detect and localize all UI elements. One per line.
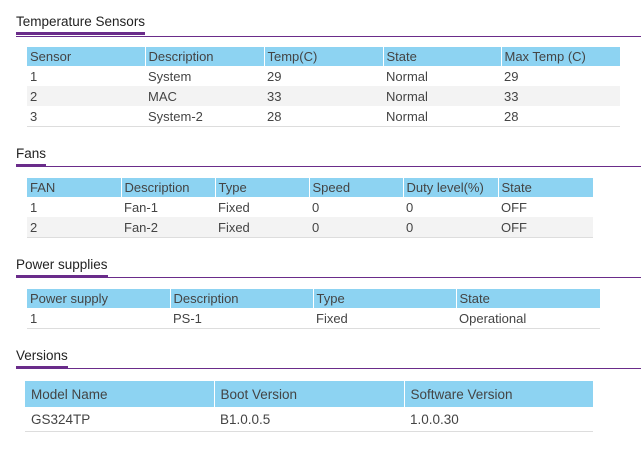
fans-header-cell: State [498, 178, 593, 197]
table-row: 2 Fan-2 Fixed 0 0 OFF [27, 217, 593, 238]
table-cell: 0 [403, 197, 498, 217]
versions-section-title: Versions [16, 348, 68, 369]
table-cell: Normal [383, 106, 501, 127]
table-cell: 33 [501, 86, 620, 106]
fans-header-cell: Description [121, 178, 216, 197]
table-cell: 1 [27, 66, 145, 86]
table-cell: 33 [264, 86, 383, 106]
versions-section: Versions [16, 348, 641, 369]
fans-header-cell: FAN [27, 178, 122, 197]
table-row: 1 Fan-1 Fixed 0 0 OFF [27, 197, 593, 217]
versions-header-cell: Model Name [25, 381, 215, 407]
versions-header-row: Model Name Boot Version Software Version [25, 381, 593, 407]
table-cell: 2 [27, 86, 145, 106]
table-cell: 0 [309, 217, 403, 238]
fans-section-divider [16, 166, 641, 167]
power-header-cell: Description [170, 289, 314, 308]
power-section-divider [16, 277, 641, 278]
fans-section-title: Fans [16, 146, 47, 167]
table-cell: 28 [501, 106, 620, 127]
temperature-header-cell: Sensor [27, 47, 146, 66]
temperature-header-row: Sensor Description Temp(C) State Max Tem… [27, 47, 620, 66]
table-cell: Operational [456, 308, 600, 329]
temperature-header-cell: Temp(C) [264, 47, 384, 66]
fans-header-row: FAN Description Type Speed Duty level(%)… [27, 178, 593, 197]
table-cell: 29 [264, 66, 383, 86]
table-cell: 28 [264, 106, 383, 127]
temperature-section-divider [16, 36, 641, 37]
table-cell: 2 [27, 217, 121, 238]
fans-header-cell: Speed [309, 178, 404, 197]
table-cell: 1 [27, 308, 170, 329]
table-cell: Fan-1 [121, 197, 215, 217]
power-section-title: Power supplies [16, 257, 108, 278]
power-header-row: Power supply Description Type State [27, 289, 600, 308]
table-row: 3 System-2 28 Normal 28 [27, 106, 620, 127]
table-row: 2 MAC 33 Normal 33 [27, 86, 620, 106]
table-cell: System-2 [145, 106, 264, 127]
table-cell: GS324TP [25, 407, 214, 432]
table-row: 1 PS-1 Fixed Operational [27, 308, 600, 329]
table-cell: B1.0.0.5 [214, 407, 404, 432]
temperature-header-cell: Description [145, 47, 265, 66]
table-cell: 1.0.0.30 [404, 407, 593, 432]
table-cell: 0 [309, 197, 403, 217]
table-cell: Fixed [313, 308, 456, 329]
table-cell: 1 [27, 197, 121, 217]
table-cell: OFF [498, 197, 593, 217]
table-cell: OFF [498, 217, 593, 238]
power-header-cell: Power supply [27, 289, 171, 308]
versions-header-cell: Boot Version [214, 381, 405, 407]
versions-header-cell: Software Version [404, 381, 593, 407]
table-cell: System [145, 66, 264, 86]
table-cell: Normal [383, 66, 501, 86]
temperature-header-cell: Max Temp (C) [501, 47, 620, 66]
temperature-section: Temperature Sensors [16, 14, 641, 37]
power-header-cell: State [456, 289, 600, 308]
fans-header-cell: Type [215, 178, 310, 197]
power-header-cell: Type [313, 289, 457, 308]
table-cell: MAC [145, 86, 264, 106]
table-row: 1 System 29 Normal 29 [27, 66, 620, 86]
power-section: Power supplies [16, 257, 641, 278]
table-cell: Fan-2 [121, 217, 215, 238]
fans-section: Fans [16, 146, 641, 167]
temperature-section-title: Temperature Sensors [16, 14, 146, 35]
table-cell: PS-1 [170, 308, 313, 329]
fans-table: FAN Description Type Speed Duty level(%)… [27, 178, 593, 238]
temperature-table: Sensor Description Temp(C) State Max Tem… [27, 47, 620, 127]
fans-header-cell: Duty level(%) [403, 178, 499, 197]
versions-table: Model Name Boot Version Software Version… [25, 381, 593, 432]
power-table: Power supply Description Type State 1 PS… [27, 289, 600, 329]
versions-section-divider [16, 368, 641, 369]
table-cell: Fixed [215, 197, 309, 217]
table-row: GS324TP B1.0.0.5 1.0.0.30 [25, 407, 593, 432]
table-cell: 3 [27, 106, 145, 127]
table-cell: 0 [403, 217, 498, 238]
table-cell: Normal [383, 86, 501, 106]
table-cell: Fixed [215, 217, 309, 238]
temperature-header-cell: State [383, 47, 502, 66]
table-cell: 29 [501, 66, 620, 86]
